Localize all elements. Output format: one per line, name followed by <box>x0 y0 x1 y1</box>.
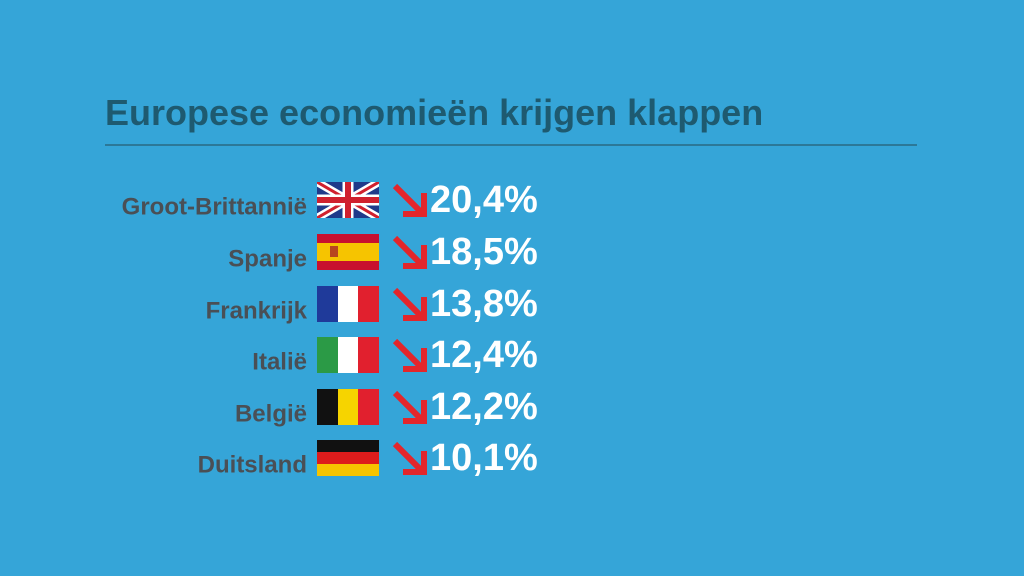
row: Frankrijk 13,8% <box>206 283 538 325</box>
country: België <box>235 400 307 427</box>
title: Europese economieën krijgen klappen <box>105 92 763 133</box>
country: Spanje <box>228 245 307 272</box>
value: 10,1% <box>430 437 538 479</box>
country: Groot-Brittannië <box>122 193 307 220</box>
value: 18,5% <box>430 231 538 273</box>
down-arrow <box>392 235 427 269</box>
country: Duitsland <box>198 451 307 478</box>
value: 13,8% <box>430 283 538 325</box>
down-arrow <box>392 183 427 217</box>
flag <box>317 286 379 322</box>
country: Frankrijk <box>206 297 308 324</box>
value: 20,4% <box>430 179 538 221</box>
down-arrow <box>392 441 427 475</box>
row: Italië 12,4% <box>252 334 537 376</box>
flag <box>317 182 379 218</box>
row: België 12,2% <box>235 386 538 428</box>
flag <box>317 440 379 476</box>
row: Groot-Brittannië 20,4% <box>122 179 538 221</box>
flag <box>317 337 379 373</box>
down-arrow <box>392 287 427 321</box>
value: 12,2% <box>430 386 538 428</box>
down-arrow <box>392 390 427 424</box>
country: Italië <box>252 348 307 375</box>
flag <box>317 234 379 270</box>
flag <box>317 389 379 425</box>
row: Spanje 18,5% <box>228 231 537 273</box>
down-arrow <box>392 338 427 372</box>
value: 12,4% <box>430 334 538 376</box>
row: Duitsland 10,1% <box>198 437 538 479</box>
